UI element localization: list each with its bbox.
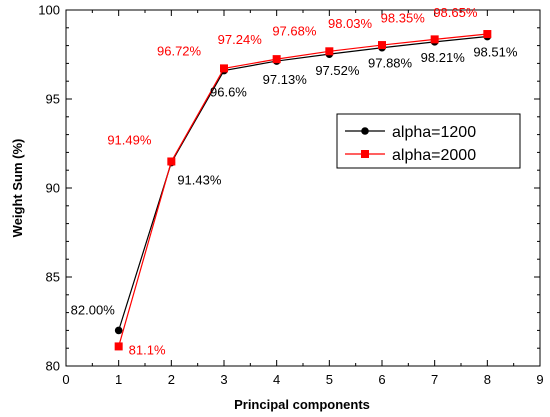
legend-box — [336, 113, 521, 169]
y-tick-label: 80 — [46, 359, 60, 374]
x-tick-label: 2 — [168, 372, 175, 387]
plot-frame — [65, 9, 541, 367]
data-label-s2-8: 98.65% — [433, 5, 478, 20]
data-point-s1-1 — [114, 326, 123, 335]
data-label-s1-3: 96.6% — [210, 85, 247, 100]
x-tick-label: 8 — [484, 372, 491, 387]
data-point-s2-4 — [272, 55, 281, 64]
data-label-s2-4: 97.24% — [218, 32, 263, 47]
series-line-1 — [118, 35, 488, 331]
legend-label-alpha-2000: alpha=2000 — [392, 147, 476, 164]
x-tick-label: 7 — [431, 372, 438, 387]
data-label-s2-1: 81.1% — [129, 342, 166, 357]
y-tick-label: 85 — [46, 270, 60, 285]
legend-marker-alpha-2000 — [361, 150, 369, 158]
data-label-s1-7: 98.21% — [421, 50, 466, 65]
x-tick-label: 6 — [378, 372, 385, 387]
y-axis-title: Weight Sum (%) — [10, 139, 25, 238]
x-axis-title: Principal components — [234, 397, 370, 412]
series-layer — [114, 30, 492, 351]
data-label-s1-4: 97.13% — [263, 72, 308, 87]
y-tick-label: 90 — [46, 181, 60, 196]
legend-label-alpha-1200: alpha=1200 — [392, 124, 476, 141]
data-label-s2-6: 98.03% — [328, 16, 373, 31]
x-tick-label: 0 — [62, 372, 69, 387]
data-labels: 82.00% 91.43% 96.6% 97.13% 97.52% 97.88% 98.21… — [71, 5, 518, 357]
data-label-s1-1: 82.00% — [71, 302, 116, 317]
x-tick-label: 4 — [273, 372, 280, 387]
data-label-s1-8: 98.51% — [473, 45, 518, 60]
data-point-s2-7 — [430, 35, 439, 44]
data-label-s2-7: 98.35% — [381, 10, 426, 25]
data-label-s1-6: 97.88% — [368, 56, 413, 71]
x-tick-label: 1 — [115, 372, 122, 387]
data-label-s2-3: 96.72% — [157, 43, 202, 58]
x-tick-label: 3 — [220, 372, 227, 387]
data-label-s2-5: 97.68% — [272, 23, 317, 38]
legend: alpha=1200 alpha=2000 — [336, 113, 521, 169]
axes: 0 1 2 3 4 5 6 7 8 9 80 85 90 95 100 — [38, 3, 543, 388]
data-label-s1-5: 97.52% — [315, 63, 360, 78]
series-line-2 — [118, 33, 488, 347]
y-tick-label: 95 — [46, 92, 60, 107]
data-label-s2-2: 91.49% — [107, 132, 152, 147]
y-tick-label: 100 — [38, 3, 60, 18]
x-tick-label: 9 — [536, 372, 543, 387]
data-point-s2-8 — [483, 30, 492, 39]
data-point-s2-2 — [167, 157, 176, 166]
data-point-s2-3 — [220, 64, 228, 73]
data-point-s2-6 — [378, 41, 386, 50]
data-label-s1-2: 91.43% — [177, 173, 222, 188]
data-point-s2-5 — [325, 47, 334, 56]
data-point-s2-1 — [114, 342, 123, 351]
x-tick-label: 5 — [326, 372, 333, 387]
legend-marker-alpha-1200 — [361, 127, 369, 135]
